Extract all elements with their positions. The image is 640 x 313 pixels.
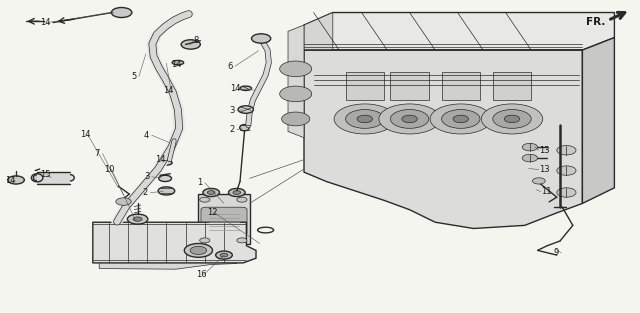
Text: 14: 14 (40, 18, 50, 27)
Circle shape (127, 214, 148, 224)
Circle shape (280, 61, 312, 77)
Text: 16: 16 (196, 270, 207, 279)
Ellipse shape (67, 175, 74, 181)
Polygon shape (93, 222, 256, 263)
Text: 1: 1 (197, 178, 202, 187)
Text: 14: 14 (163, 86, 173, 95)
Ellipse shape (33, 175, 41, 181)
Text: 10: 10 (104, 165, 114, 173)
Circle shape (481, 104, 543, 134)
Circle shape (111, 8, 132, 18)
Text: 14: 14 (5, 177, 15, 185)
Circle shape (532, 178, 545, 184)
Bar (198, 194, 250, 244)
Circle shape (334, 104, 396, 134)
Bar (493, 72, 531, 100)
Circle shape (116, 198, 131, 205)
Circle shape (346, 110, 384, 128)
Circle shape (190, 246, 207, 254)
FancyBboxPatch shape (201, 207, 247, 236)
Text: 6: 6 (227, 62, 232, 71)
Text: 14: 14 (172, 60, 182, 69)
Text: 14: 14 (230, 85, 241, 93)
Text: 2: 2 (229, 125, 234, 134)
Circle shape (237, 238, 247, 243)
Text: 11: 11 (541, 187, 551, 196)
Circle shape (228, 188, 245, 197)
Text: 7: 7 (95, 149, 100, 158)
Text: 14: 14 (155, 155, 165, 164)
Ellipse shape (240, 125, 250, 131)
Circle shape (390, 110, 429, 128)
Text: 8: 8 (193, 36, 198, 44)
Circle shape (233, 191, 241, 194)
Circle shape (557, 188, 576, 197)
Polygon shape (304, 13, 333, 50)
Ellipse shape (240, 86, 252, 90)
Ellipse shape (163, 188, 170, 194)
Text: 12: 12 (207, 208, 217, 217)
Circle shape (280, 86, 312, 102)
Bar (346, 72, 384, 100)
Circle shape (379, 104, 440, 134)
Text: FR.: FR. (586, 17, 605, 27)
Circle shape (282, 112, 310, 126)
Text: 15: 15 (40, 170, 50, 179)
Polygon shape (304, 13, 614, 50)
Circle shape (522, 154, 538, 162)
Bar (37, 172, 70, 184)
Circle shape (453, 115, 468, 123)
Circle shape (357, 115, 372, 123)
Circle shape (238, 106, 253, 113)
Circle shape (430, 104, 492, 134)
Ellipse shape (172, 60, 184, 65)
Circle shape (442, 110, 480, 128)
Bar (442, 72, 480, 100)
Circle shape (493, 110, 531, 128)
Text: 3: 3 (144, 172, 149, 181)
Text: 3: 3 (229, 106, 234, 115)
Circle shape (216, 251, 232, 259)
Circle shape (200, 197, 210, 202)
Circle shape (504, 115, 520, 123)
Circle shape (203, 188, 220, 197)
Circle shape (200, 238, 210, 243)
Circle shape (158, 187, 175, 195)
Ellipse shape (158, 160, 172, 165)
Text: 4: 4 (144, 131, 149, 140)
Polygon shape (288, 25, 304, 138)
Text: 2: 2 (143, 188, 148, 197)
Circle shape (522, 143, 538, 151)
Text: 14: 14 (80, 130, 90, 139)
Circle shape (252, 34, 271, 43)
Polygon shape (304, 50, 582, 228)
Circle shape (557, 146, 576, 155)
Text: 5: 5 (131, 72, 136, 81)
Circle shape (402, 115, 417, 123)
Circle shape (184, 244, 212, 257)
Circle shape (220, 253, 228, 257)
Text: 9: 9 (554, 249, 559, 257)
Circle shape (159, 175, 172, 182)
Circle shape (181, 40, 200, 49)
Circle shape (133, 217, 142, 221)
Circle shape (237, 197, 247, 202)
Polygon shape (582, 38, 614, 203)
Circle shape (557, 166, 576, 175)
Text: 13: 13 (539, 146, 550, 155)
Polygon shape (99, 262, 237, 269)
Circle shape (8, 176, 24, 184)
Text: 13: 13 (539, 165, 550, 174)
Bar (390, 72, 429, 100)
Circle shape (207, 191, 215, 194)
